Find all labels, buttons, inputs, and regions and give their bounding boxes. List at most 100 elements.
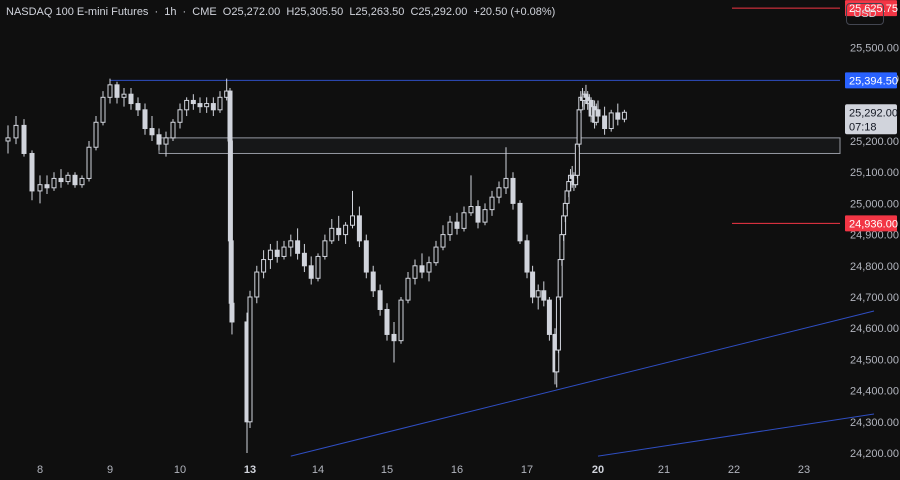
candle-body — [546, 299, 552, 335]
candle-body — [315, 255, 321, 279]
candle-body — [322, 240, 328, 257]
candle-body — [350, 215, 355, 226]
x-tick-label: 8 — [37, 464, 43, 476]
candle-body — [530, 271, 536, 298]
x-tick-label: 22 — [728, 464, 740, 476]
candle-body — [343, 224, 349, 236]
candle-body — [190, 99, 196, 105]
candle-body — [412, 265, 418, 279]
price-tag-label: 25,394.50 — [849, 75, 898, 87]
candle-body — [489, 196, 495, 211]
candle-body — [440, 234, 446, 248]
y-tick-label: 24,600.00 — [850, 323, 899, 335]
candle-body — [229, 302, 235, 323]
candle-body — [503, 177, 509, 189]
candle-body — [267, 249, 273, 261]
candle-body — [482, 209, 488, 223]
low-value: L25,263.50 — [349, 6, 405, 18]
candle-body — [461, 212, 467, 229]
candle-body — [13, 124, 19, 139]
trendline-2[interactable] — [597, 413, 875, 457]
candle-body — [535, 290, 541, 298]
change-value: +20.50 (+0.08%) — [473, 6, 556, 18]
candle-body — [177, 109, 183, 123]
candle-body — [426, 262, 432, 273]
current-price-tag[interactable] — [845, 104, 897, 135]
candle-body — [163, 137, 169, 145]
candle-body — [274, 249, 280, 257]
candle-body — [336, 227, 342, 236]
candle-body — [210, 103, 216, 111]
y-tick-label: 24,400.00 — [850, 386, 899, 398]
level-price-tag[interactable] — [845, 0, 897, 17]
symbol-name[interactable]: NASDAQ 100 E-mini Futures — [6, 6, 149, 18]
x-tick-label: 21 — [658, 464, 670, 476]
x-tick-label: 14 — [312, 464, 324, 476]
candle-body — [86, 146, 92, 179]
candle-body — [128, 93, 134, 105]
level-price-tag[interactable] — [845, 215, 897, 232]
y-tick-label: 24,200.00 — [850, 448, 899, 460]
candle-body — [228, 240, 234, 304]
candle-body — [227, 140, 233, 242]
open-value: O25,272.00 — [222, 6, 281, 18]
candle-body — [615, 112, 621, 120]
candle-body — [156, 134, 162, 145]
candle-body — [541, 290, 547, 301]
candle-body — [135, 103, 141, 111]
ohlc-legend: NASDAQ 100 E-mini Futures · 1h · CME O25… — [6, 6, 558, 18]
x-tick-label: 13 — [244, 464, 256, 476]
candle-body — [261, 259, 267, 273]
interval-label[interactable]: 1h — [164, 6, 177, 18]
candle-body — [170, 121, 176, 139]
candle-body — [37, 184, 43, 192]
candle-body — [217, 96, 223, 111]
candle-body — [356, 215, 362, 242]
candle-body — [114, 84, 120, 98]
x-tick-label: 20 — [592, 464, 604, 476]
bar-countdown-label: 07:18 — [849, 121, 877, 133]
candle-body — [621, 111, 627, 120]
candle-body — [288, 240, 294, 248]
y-tick-label: 25,200.00 — [850, 136, 899, 148]
candle-body — [295, 240, 301, 254]
high-value: H25,305.50 — [286, 6, 344, 18]
support-zone[interactable] — [158, 137, 841, 154]
candle-body — [384, 308, 390, 335]
candle-body — [301, 252, 307, 267]
price-tag-label: 25,625.75 — [849, 3, 898, 15]
trendline-1[interactable] — [290, 310, 875, 457]
currency-button[interactable]: USD — [846, 3, 884, 25]
y-tick-label: 24,500.00 — [850, 354, 899, 366]
price-tag-label: 24,936.00 — [849, 218, 898, 230]
candle-body — [72, 174, 78, 186]
exchange-label: CME — [192, 6, 217, 18]
candle-body — [184, 99, 190, 111]
y-tick-label: 24,900.00 — [850, 230, 899, 242]
candle-body — [44, 184, 50, 189]
candle-body — [21, 124, 27, 154]
candle-body — [496, 187, 502, 198]
candle-body — [93, 121, 99, 148]
candle-body — [608, 112, 614, 130]
candle-body — [405, 277, 411, 301]
resistance-price-tag[interactable] — [845, 72, 897, 89]
candle-body — [281, 246, 287, 257]
candle-body — [79, 177, 85, 186]
candle-body — [370, 271, 376, 292]
candle-body — [391, 333, 397, 342]
candle-body — [247, 296, 253, 423]
x-tick-label: 15 — [381, 464, 393, 476]
x-tick-label: 23 — [798, 464, 810, 476]
candle-body — [419, 265, 425, 273]
y-tick-label: 25,100.00 — [850, 167, 899, 179]
candle-body — [517, 202, 523, 242]
y-tick-label: 24,800.00 — [850, 261, 899, 273]
candle-body — [574, 143, 580, 176]
candle-body — [447, 221, 453, 236]
candle-body — [121, 93, 127, 98]
candle-body — [377, 290, 383, 310]
candle-body — [524, 240, 530, 273]
x-tick-label: 17 — [521, 464, 533, 476]
